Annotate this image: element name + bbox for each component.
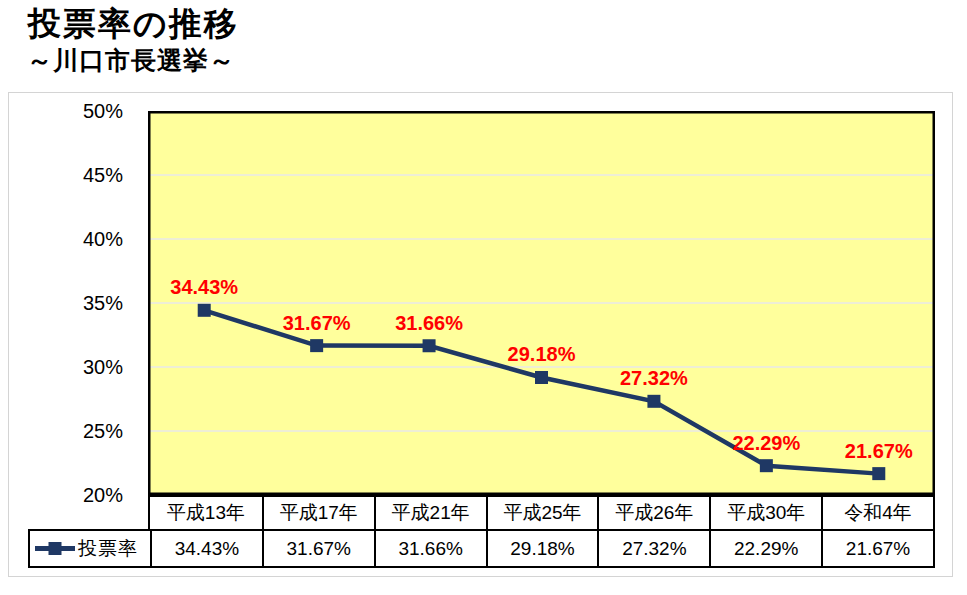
y-axis-tick-label: 35% bbox=[35, 290, 123, 316]
value-row: 投票率 34.43%31.67%31.66%29.18%27.32%22.29%… bbox=[28, 529, 935, 568]
y-axis-tick-label: 20% bbox=[35, 482, 123, 508]
data-point-marker bbox=[535, 371, 548, 384]
value-cell: 31.67% bbox=[262, 531, 374, 566]
line-chart-plot: 34.43% 31.67% 31.66% 29.18% 27.32% 22.29% 21.6… bbox=[148, 111, 935, 495]
data-point-marker bbox=[423, 339, 436, 352]
data-point-marker bbox=[647, 395, 660, 408]
y-axis-tick-label: 25% bbox=[35, 418, 123, 444]
chart-page: { "page": { "title": "投票率の推移", "subtitle… bbox=[0, 0, 967, 595]
category-cell: 平成26年 bbox=[597, 497, 709, 529]
y-axis-tick-label: 50% bbox=[35, 98, 123, 124]
value-cell: 29.18% bbox=[486, 531, 598, 566]
data-point-label: 22.29% bbox=[732, 432, 800, 454]
value-cell: 34.43% bbox=[150, 531, 262, 566]
category-cell: 平成30年 bbox=[709, 497, 821, 529]
category-cell: 平成17年 bbox=[262, 497, 374, 529]
category-cell: 平成13年 bbox=[150, 497, 262, 529]
data-point-label: 29.18% bbox=[508, 343, 576, 365]
category-row: 平成13年平成17年平成21年平成25年平成26年平成30年令和4年 bbox=[148, 495, 935, 531]
line-series-marker-icon bbox=[34, 541, 76, 556]
value-cell: 31.66% bbox=[374, 531, 486, 566]
data-point-label: 21.67% bbox=[845, 440, 913, 462]
category-cell: 平成21年 bbox=[374, 497, 486, 529]
value-cell: 21.67% bbox=[821, 531, 933, 566]
data-point-label: 31.67% bbox=[283, 312, 351, 334]
data-point-marker bbox=[872, 467, 885, 480]
data-point-label: 27.32% bbox=[620, 367, 688, 389]
data-point-label: 34.43% bbox=[170, 276, 238, 298]
legend-label: 投票率 bbox=[78, 536, 138, 562]
value-cell: 22.29% bbox=[709, 531, 821, 566]
data-point-marker bbox=[760, 459, 773, 472]
legend-cell: 投票率 bbox=[30, 531, 150, 566]
category-cell: 令和4年 bbox=[821, 497, 933, 529]
y-axis-tick-label: 40% bbox=[35, 226, 123, 252]
category-cell: 平成25年 bbox=[486, 497, 598, 529]
data-point-marker bbox=[310, 339, 323, 352]
value-cell: 27.32% bbox=[597, 531, 709, 566]
y-axis: 50% 45% 40% 35% 30% 25% 20% bbox=[35, 0, 123, 595]
data-point-marker bbox=[198, 304, 211, 317]
y-axis-tick-label: 30% bbox=[35, 354, 123, 380]
data-point-label: 31.66% bbox=[395, 312, 463, 334]
y-axis-tick-label: 45% bbox=[35, 162, 123, 188]
